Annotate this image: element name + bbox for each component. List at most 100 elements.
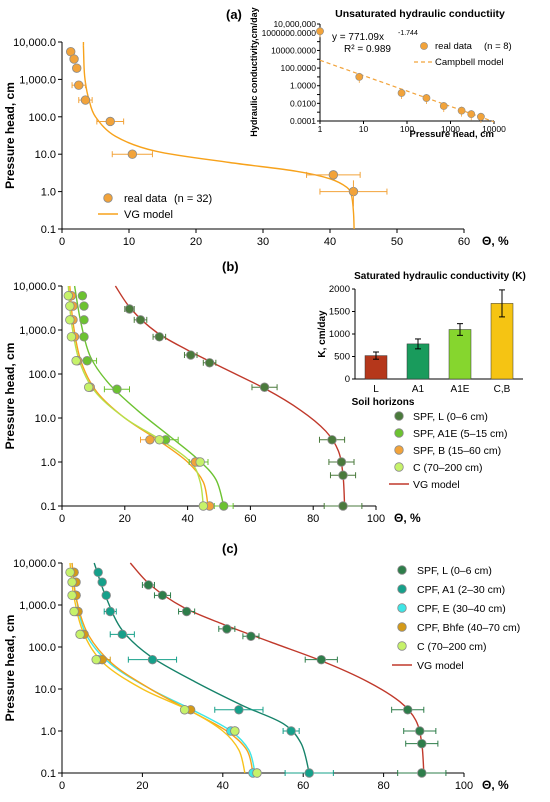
x-tick-label: 60 [297, 780, 309, 792]
y-tick-label: 100.0 [28, 369, 56, 381]
legend-label: SPF, L (0–6 cm) [413, 411, 488, 423]
data-point [154, 332, 165, 342]
data-point [105, 606, 115, 617]
data-point [222, 624, 232, 634]
inset-b: 0 500 1000 1500 2000 L A1 A1E C,B Saturated hydra… [317, 271, 526, 408]
inset-title: Saturated hydraulic conductivity (K) [354, 271, 526, 282]
y-tick-label: 100.0 [28, 642, 56, 654]
y-tick-label: 1.0 [41, 187, 56, 199]
bar [448, 329, 472, 380]
inset-y-tick-label: 0.0001 [290, 116, 316, 126]
legend-marker [397, 641, 407, 651]
data-point [82, 356, 92, 366]
data-point [135, 315, 146, 325]
y-tick-label: 1.0 [41, 457, 56, 469]
data-point [127, 149, 138, 159]
panel-label: (c) [222, 541, 238, 556]
data-point [286, 726, 296, 736]
inset-y-tick-label: 10000.0000 [271, 45, 316, 55]
x-tick-label: 50 [391, 236, 403, 248]
data-point [204, 358, 215, 368]
inset-x-tick-label: 1000 [441, 124, 460, 134]
data-point [219, 501, 229, 511]
data-point [154, 435, 165, 445]
x-tick-label: 40 [181, 513, 193, 525]
inset-y-label: K, cm/day [317, 310, 328, 358]
data-point [316, 654, 326, 665]
inset-data-point [439, 102, 448, 110]
data-point [124, 304, 135, 314]
data-point [80, 95, 91, 105]
inset-y-tick-label: 0.0100 [290, 98, 316, 108]
legend-label: VG model [124, 209, 173, 221]
data-point [101, 590, 111, 601]
x-tick-label: 80 [307, 513, 319, 525]
y-tick-label: 10,000.0 [13, 281, 56, 293]
data-point [338, 501, 348, 511]
legend-label: CPF, A1 (2–30 cm) [417, 584, 505, 596]
data-point [338, 470, 348, 480]
data-point [65, 315, 75, 325]
data-point [186, 350, 196, 360]
data-point [195, 457, 205, 467]
legend-c: SPF, L (0–6 cm) CPF, A1 (2–30 cm) CPF, E (… [392, 565, 520, 672]
legend-label: SPF, B (15–60 cm) [413, 445, 501, 457]
y-axis-label: Pressure head, cm [3, 82, 17, 189]
inset-y-tick-label: 0 [345, 374, 350, 385]
data-point [93, 567, 103, 578]
data-point [75, 629, 85, 640]
legend-label: SPF, A1E (5–15 cm) [413, 428, 508, 440]
inset-title: Unsaturated hydraulic conductiity [335, 8, 505, 20]
data-point [79, 315, 89, 325]
inset-x-tick-label: 1 [318, 124, 323, 134]
bar-category-label: L [373, 384, 379, 395]
data-point [145, 435, 155, 445]
legend-label: CPF, E (30–40 cm) [417, 603, 506, 615]
data-point [66, 332, 77, 342]
y-tick-label: 10.0 [35, 684, 56, 696]
bar-category-label: C,B [494, 384, 511, 395]
vg-model-curve [114, 285, 346, 507]
x-tick-label: 10 [123, 236, 135, 248]
r-squared-text: R² = 0.989 [344, 44, 391, 55]
legend-marker [103, 193, 113, 203]
data-point [181, 606, 192, 617]
legend-marker [397, 603, 407, 613]
legend-marker [394, 411, 404, 421]
legend-b: SPF, L (0–6 cm) SPF, A1E (5–15 cm) SPF, B … [389, 411, 508, 491]
inset-legend-suffix: (n = 8) [484, 41, 512, 52]
x-tick-label: 20 [119, 513, 131, 525]
legend-label: real data [124, 193, 168, 205]
y-tick-label: 0.1 [41, 501, 56, 513]
equation-exponent: -1.744 [398, 30, 418, 37]
data-point [65, 567, 75, 578]
x-tick-label: 0 [59, 513, 65, 525]
data-point [71, 356, 81, 366]
data-point [79, 301, 89, 311]
data-point [198, 501, 209, 511]
legend-marker [394, 428, 404, 438]
x-tick-label: 30 [257, 236, 269, 248]
inset-legend-label: real data [435, 41, 473, 52]
legend-a: real data (n = 32)VG model [98, 193, 212, 221]
x-tick-label: 40 [324, 236, 336, 248]
vg-model-curve [129, 562, 425, 774]
vg-model-curve [73, 285, 225, 507]
inset-x-label: Pressure head, cm [410, 129, 495, 140]
bar-category-label: A1 [412, 384, 425, 395]
y-tick-label: 1,000.0 [19, 325, 56, 337]
panel-2: 0.1 1.0 10.0 100.0 1,000.0 10,000.0 0 20 40 60 80 1… [3, 259, 421, 525]
legend-marker [394, 462, 404, 472]
inset-y-tick-label: 10,000,000 [273, 19, 316, 29]
x-tick-label: 100 [455, 780, 473, 792]
data-point [230, 726, 240, 736]
inset-data-point [457, 106, 466, 115]
panel-0: 0.1 1.0 10.0 100.0 1,000.0 10,000.0 0 10 20 30 40 5… [3, 7, 509, 248]
inset-data-point [477, 112, 485, 121]
data-point [246, 631, 256, 641]
y-tick-label: 0.1 [41, 224, 56, 236]
x-tick-label: 0 [59, 236, 65, 248]
data-point [415, 726, 425, 736]
data-point [74, 80, 84, 90]
x-tick-label: 20 [190, 236, 202, 248]
